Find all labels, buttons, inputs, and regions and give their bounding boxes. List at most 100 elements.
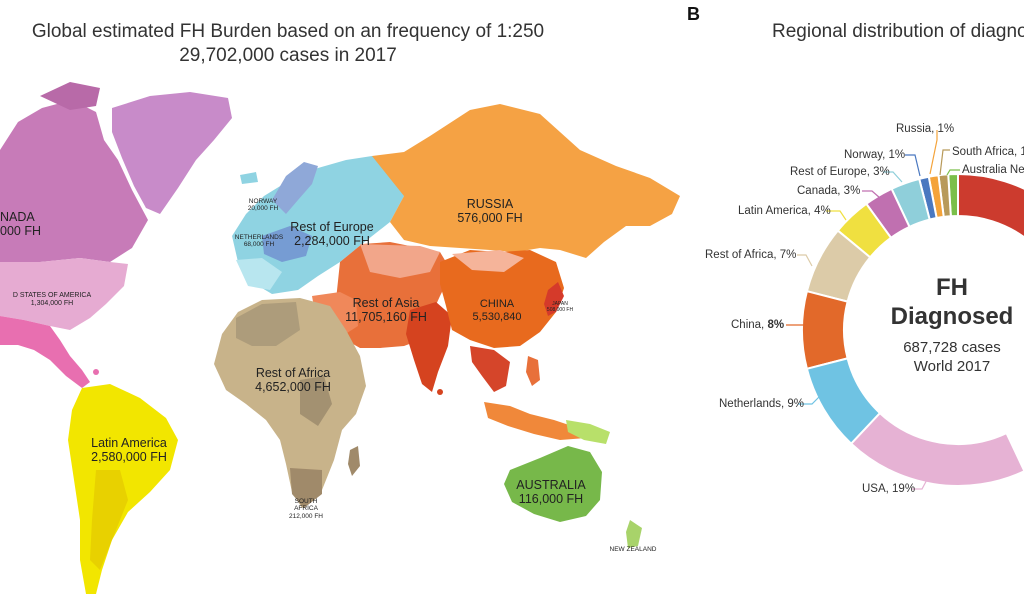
leader-norway <box>905 154 921 177</box>
region-canada-islands <box>40 82 100 110</box>
donut-center-fh: FH <box>936 274 968 301</box>
label-russia-name: RUSSIA <box>466 197 514 211</box>
region-mongolia <box>452 250 524 272</box>
leader-canada <box>862 190 881 199</box>
region-south-africa <box>290 468 322 508</box>
label-south-africa-value: 212,000 FH <box>289 512 323 520</box>
region-southeast-asia <box>470 346 510 392</box>
region-australia <box>504 446 602 522</box>
donut-label-rest-of-europe: Rest of Europe, 3% <box>790 166 890 178</box>
region-japan <box>544 282 564 316</box>
panel-b-letter: B <box>687 4 700 24</box>
region-india <box>406 302 452 392</box>
region-norway <box>272 162 318 214</box>
label-south-africa-name1: SOUTH <box>294 498 318 505</box>
label-norway-name: NORWAY <box>248 198 278 205</box>
label-rest-of-europe-name: Rest of Europe <box>290 220 374 234</box>
region-canada <box>0 100 148 262</box>
region-rest-of-africa <box>214 298 366 508</box>
label-rest-of-asia: Rest of Asia 11,705,160 FH <box>338 296 434 325</box>
label-japan: JAPAN 508,000 FH <box>544 301 576 314</box>
donut-label-south-africa: South Africa, 1% <box>952 146 1024 158</box>
region-usa <box>0 258 128 330</box>
label-rest-of-africa-value: 4,652,000 FH <box>255 380 331 395</box>
donut-slice-usa <box>849 411 1024 487</box>
label-china-value: 5,530,840 <box>472 310 522 323</box>
region-latin-america-shade <box>90 470 128 570</box>
label-canada-name: NADA <box>0 210 35 224</box>
leader-australia <box>946 169 960 176</box>
donut-slice-right-red <box>957 172 1024 239</box>
region-sri-lanka <box>437 389 443 395</box>
region-madagascar <box>348 446 360 476</box>
label-rest-of-europe-value: 2,284,000 FH <box>294 234 370 249</box>
leader-rest-of-europe <box>883 171 903 183</box>
region-philippines <box>526 356 540 386</box>
label-china: CHINA 5,530,840 <box>462 298 532 323</box>
region-europe-light <box>236 258 282 290</box>
donut-label-china-pct: 8% <box>767 319 785 331</box>
label-australia-name: AUSTRALIA <box>516 478 586 492</box>
label-canada-value: 000 FH <box>0 224 41 239</box>
region-africa-north <box>236 302 300 346</box>
region-greenland <box>112 92 232 214</box>
label-japan-value: 508,000 FH <box>546 306 574 313</box>
donut-label-china: China, 8% <box>731 319 784 331</box>
region-new-zealand <box>626 520 642 548</box>
label-latin-america: Latin America 2,580,000 FH <box>82 436 176 465</box>
map-title-line1: Global estimated FH Burden based on an f… <box>31 21 545 42</box>
donut-label-netherlands: Netherlands, 9% <box>719 398 805 410</box>
donut-label-australia: Australia New Z <box>962 164 1024 176</box>
region-papua <box>566 420 610 444</box>
region-russia <box>372 104 680 258</box>
label-russia-value: 576,000 FH <box>457 211 523 226</box>
region-indonesia <box>484 402 586 440</box>
label-new-zealand: NEW ZEALAND <box>608 546 658 553</box>
region-rest-of-europe <box>232 156 404 294</box>
leader-usa <box>912 473 931 490</box>
label-netherlands-name: NETHERLANDS <box>234 234 284 241</box>
label-netherlands: NETHERLANDS 68,000 FH <box>232 234 286 249</box>
label-south-africa: SOUTH AFRICA 212,000 FH <box>284 498 328 520</box>
label-rest-of-africa: Rest of Africa 4,652,000 FH <box>246 366 340 395</box>
label-canada: NADA 000 FH <box>0 210 41 239</box>
donut-center-diagnosed: Diagnosed <box>890 303 1014 330</box>
panel-b-title: Regional distribution of diagno <box>772 21 1024 42</box>
donut-slice-china <box>801 289 849 371</box>
label-netherlands-value: 68,000 FH <box>243 241 275 249</box>
leader-netherlands <box>798 393 823 405</box>
label-latin-america-name: Latin America <box>91 436 167 450</box>
leader-russia <box>929 130 938 175</box>
region-iceland <box>240 172 258 184</box>
region-china <box>440 250 564 348</box>
donut-center-cases: 687,728 cases <box>903 339 1001 356</box>
donut-center-world: World 2017 <box>913 358 991 375</box>
label-usa-value: 1,304,000 FH <box>30 300 74 308</box>
region-africa-center <box>300 376 332 426</box>
donut-label-latin-america: Latin America, 4% <box>738 205 831 217</box>
label-china-name: CHINA <box>479 298 515 310</box>
label-new-zealand-name: NEW ZEALAND <box>609 546 657 553</box>
donut-label-canada: Canada, 3% <box>797 185 861 197</box>
donut-label-norway: Norway, 1% <box>844 149 906 161</box>
label-australia: AUSTRALIA 116,000 FH <box>506 478 596 507</box>
region-caribbean <box>93 369 99 375</box>
label-south-africa-name2: AFRICA <box>294 505 318 513</box>
label-australia-value: 116,000 FH <box>518 492 584 507</box>
label-norway: NORWAY 20,000 FH <box>238 198 288 213</box>
region-europe-dark <box>262 226 312 262</box>
donut-center-text: FH Diagnosed 687,728 cases World 2017 <box>862 274 1024 376</box>
region-mexico <box>0 316 90 388</box>
label-rest-of-europe: Rest of Europe 2,284,000 FH <box>284 220 380 249</box>
leader-rest-of-africa <box>797 254 813 267</box>
label-rest-of-asia-name: Rest of Asia <box>352 296 420 310</box>
region-central-asia <box>360 244 440 278</box>
map-title: Global estimated FH Burden based on an f… <box>0 20 576 68</box>
donut-label-rest-of-africa: Rest of Africa, 7% <box>705 249 797 261</box>
leader-latin-america <box>826 210 847 221</box>
label-usa: D STATES OF AMERICA 1,304,000 FH <box>0 292 104 308</box>
label-japan-name: JAPAN <box>552 301 568 307</box>
label-russia: RUSSIA 576,000 FH <box>450 197 530 226</box>
